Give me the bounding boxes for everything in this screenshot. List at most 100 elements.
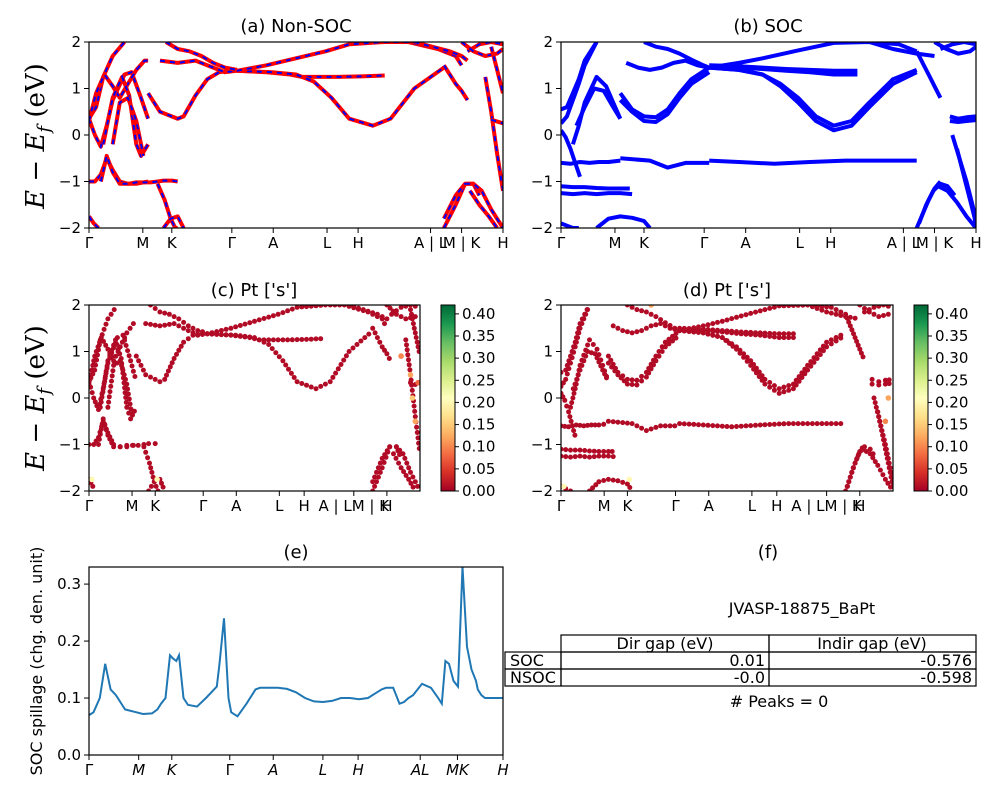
- d-point: [849, 469, 855, 475]
- d-point: [653, 314, 659, 320]
- d-point: [572, 432, 578, 438]
- d-point: [882, 446, 888, 452]
- c-point: [165, 368, 171, 374]
- d-xtick-label: H: [854, 497, 865, 515]
- d-point: [800, 305, 806, 308]
- b-xtick-label: M: [608, 234, 621, 252]
- d-point: [759, 377, 765, 383]
- d-point: [867, 446, 873, 452]
- c-point: [416, 440, 420, 446]
- b-band: [709, 65, 918, 133]
- c-point: [99, 394, 105, 400]
- d-point: [667, 323, 673, 328]
- c-cb-tick-label: 0.25: [462, 371, 495, 389]
- c-point: [148, 305, 153, 308]
- c-point: [185, 323, 191, 329]
- a-band-blue: [89, 215, 100, 228]
- d-point: [886, 377, 892, 383]
- b-band: [561, 129, 582, 178]
- d-point: [793, 382, 799, 388]
- c-point: [384, 316, 390, 322]
- d-point: [786, 421, 792, 427]
- c-point: [162, 322, 168, 328]
- a-band-blue: [165, 42, 238, 71]
- d-point-highlight: [882, 418, 889, 425]
- c-point: [408, 307, 413, 313]
- c-point: [398, 465, 404, 471]
- c-point: [299, 381, 305, 386]
- c-point: [346, 349, 352, 354]
- c-point: [370, 488, 376, 491]
- d-points: [561, 305, 893, 491]
- c-xtick-label: H: [381, 497, 392, 515]
- c-point: [411, 325, 417, 331]
- c-point: [403, 473, 409, 478]
- c-point: [105, 432, 111, 438]
- c-point: [390, 308, 396, 314]
- d-point: [563, 447, 569, 453]
- c-point: [382, 452, 388, 458]
- c-xtick-label: K: [150, 497, 161, 515]
- d-point: [629, 330, 635, 336]
- d-point: [737, 350, 743, 356]
- c-point: [377, 460, 383, 466]
- a-bands: [89, 42, 503, 228]
- d-point: [591, 454, 597, 460]
- c-point: [308, 384, 314, 390]
- c-point: [313, 336, 319, 342]
- c-point: [109, 378, 114, 384]
- d-point: [673, 335, 679, 341]
- c-point: [233, 324, 239, 330]
- d-point: [577, 453, 583, 459]
- d-point: [601, 453, 607, 459]
- a-xtick-label: L: [323, 234, 332, 252]
- c-point: [289, 337, 295, 343]
- a-band-blue: [443, 64, 469, 101]
- c-point: [280, 358, 286, 364]
- d-point: [585, 349, 591, 354]
- c-point: [190, 325, 196, 331]
- e-xtick-label: H: [497, 761, 508, 779]
- c-point: [406, 357, 411, 363]
- d-point: [847, 314, 853, 320]
- table-row-soc-indir: -0.576: [920, 651, 972, 670]
- d-ytick-label: 0: [543, 389, 553, 407]
- d-point: [843, 488, 849, 491]
- b-band: [618, 65, 711, 120]
- d-point: [672, 325, 678, 331]
- c-point: [176, 316, 182, 322]
- b-band: [561, 42, 599, 125]
- c-point-highlight: [409, 395, 416, 401]
- d-point: [600, 367, 606, 373]
- c-point: [164, 372, 169, 378]
- b-band: [618, 70, 711, 124]
- c-point: [379, 314, 385, 320]
- d-xtick-label: A | LM | K: [791, 497, 863, 515]
- d-point: [581, 358, 587, 364]
- c-point: [408, 469, 413, 475]
- d-point: [762, 330, 768, 336]
- d-point: [833, 335, 839, 340]
- c-point: [133, 353, 139, 359]
- d-point: [811, 359, 817, 365]
- a-xtick-label: Γ: [85, 234, 94, 252]
- d-point: [592, 422, 598, 428]
- d-point: [743, 423, 749, 429]
- d-point: [786, 335, 792, 341]
- d-point: [771, 305, 777, 310]
- c-point: [125, 391, 131, 397]
- c-point: [370, 479, 376, 485]
- d-point: [748, 362, 754, 368]
- title-a: (a) Non-SOC: [240, 16, 351, 37]
- c-point: [286, 366, 291, 372]
- c-point: [126, 353, 132, 359]
- d-point: [710, 321, 716, 327]
- d-point: [886, 465, 892, 471]
- d-point: [805, 305, 811, 308]
- d-point: [562, 423, 568, 429]
- d-point: [629, 421, 635, 427]
- a-xtick-label: A: [268, 234, 279, 252]
- d-point: [877, 467, 883, 473]
- d-point: [888, 474, 893, 480]
- c-point: [149, 469, 155, 475]
